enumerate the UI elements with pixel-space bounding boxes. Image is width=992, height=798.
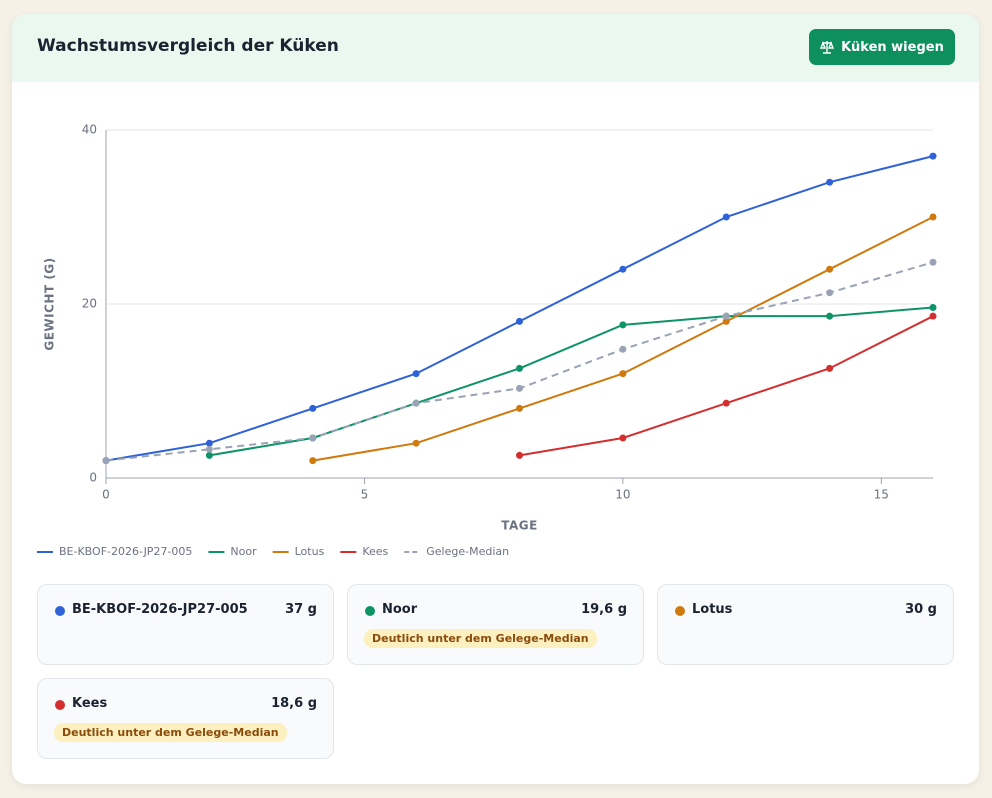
chart: 0 20 40 0 5 10 15 TAGE GEWICHT (G) BE-KBOF-2026-J… [37,123,937,558]
data-point [412,439,420,447]
x-tick-label: 5 [361,488,369,502]
data-point [722,213,730,221]
y-tick-label: 40 [82,123,97,137]
chick-name: Noor [382,602,418,617]
data-point [516,364,523,372]
y-axis-title: GEWICHT (G) [43,257,57,350]
chick-name: Lotus [692,602,733,617]
chick-name: BE-KBOF-2026-JP27-005 [72,602,248,617]
data-point [619,434,627,442]
data-point [412,370,420,378]
data-point [929,213,937,221]
color-dot [55,606,65,616]
data-point [516,404,523,412]
data-point [929,152,937,160]
data-point [929,312,937,320]
data-point [826,265,834,273]
series-line [209,306,934,457]
data-point [826,289,834,297]
chick-card: Lotus 30 g [657,584,954,665]
color-dot [675,606,685,616]
legend-label: Kees [362,545,388,558]
data-point [619,265,627,273]
series-line [312,216,934,462]
chick-card: Noor 19,6 g Deutlich unter dem Gelege-Medi… [347,584,644,665]
data-point [619,370,627,378]
data-point [205,445,213,453]
data-point [619,321,627,329]
button-label: Küken wiegen [841,39,944,55]
legend-label: BE-KBOF-2026-JP27-005 [59,545,192,558]
x-tick-label: 15 [874,488,889,502]
data-point [516,384,523,392]
series-line [105,155,934,462]
chick-name: Kees [72,696,108,711]
x-tick-label: 0 [102,488,110,502]
data-point [722,317,730,325]
data-point [309,404,317,412]
warning-badge: Deutlich unter dem Gelege-Median [364,629,597,648]
data-point [309,457,317,465]
y-tick-label: 20 [82,297,97,311]
data-point [516,451,523,459]
header: Wachstumsvergleich der Küken Küken wiege… [12,14,979,82]
data-point [205,439,213,447]
chick-weight: 30 g [905,602,937,617]
data-point [826,178,834,186]
data-point [102,457,110,465]
scale-icon [820,41,835,54]
data-point [929,303,937,311]
chick-weight: 18,6 g [271,696,317,711]
data-point [309,434,317,442]
data-point [826,312,834,320]
data-point [826,364,834,372]
color-dot [55,700,65,710]
color-dot [365,606,375,616]
legend-label: Noor [230,545,257,558]
weigh-button[interactable]: Küken wiegen [809,29,955,65]
title: Wachstumsvergleich der Küken [37,36,339,56]
chick-card: BE-KBOF-2026-JP27-005 37 g [37,584,334,665]
data-point [412,399,420,407]
data-point [722,399,730,407]
legend-label: Lotus [295,545,325,558]
chick-card: Kees 18,6 g Deutlich unter dem Gelege-Medi… [37,678,334,759]
data-point [619,345,627,353]
series-line [105,261,934,462]
data-point [722,312,730,320]
legend-label: Gelege-Median [426,545,509,558]
warning-badge: Deutlich unter dem Gelege-Median [54,723,287,742]
series-line [519,315,934,457]
data-point [516,317,523,325]
x-tick-label: 10 [615,488,630,502]
x-axis-title: TAGE [501,519,538,533]
data-point [205,451,213,459]
chick-weight: 19,6 g [581,602,627,617]
chick-weight: 37 g [285,602,317,617]
data-point [929,258,937,266]
y-tick-label: 0 [89,471,97,485]
